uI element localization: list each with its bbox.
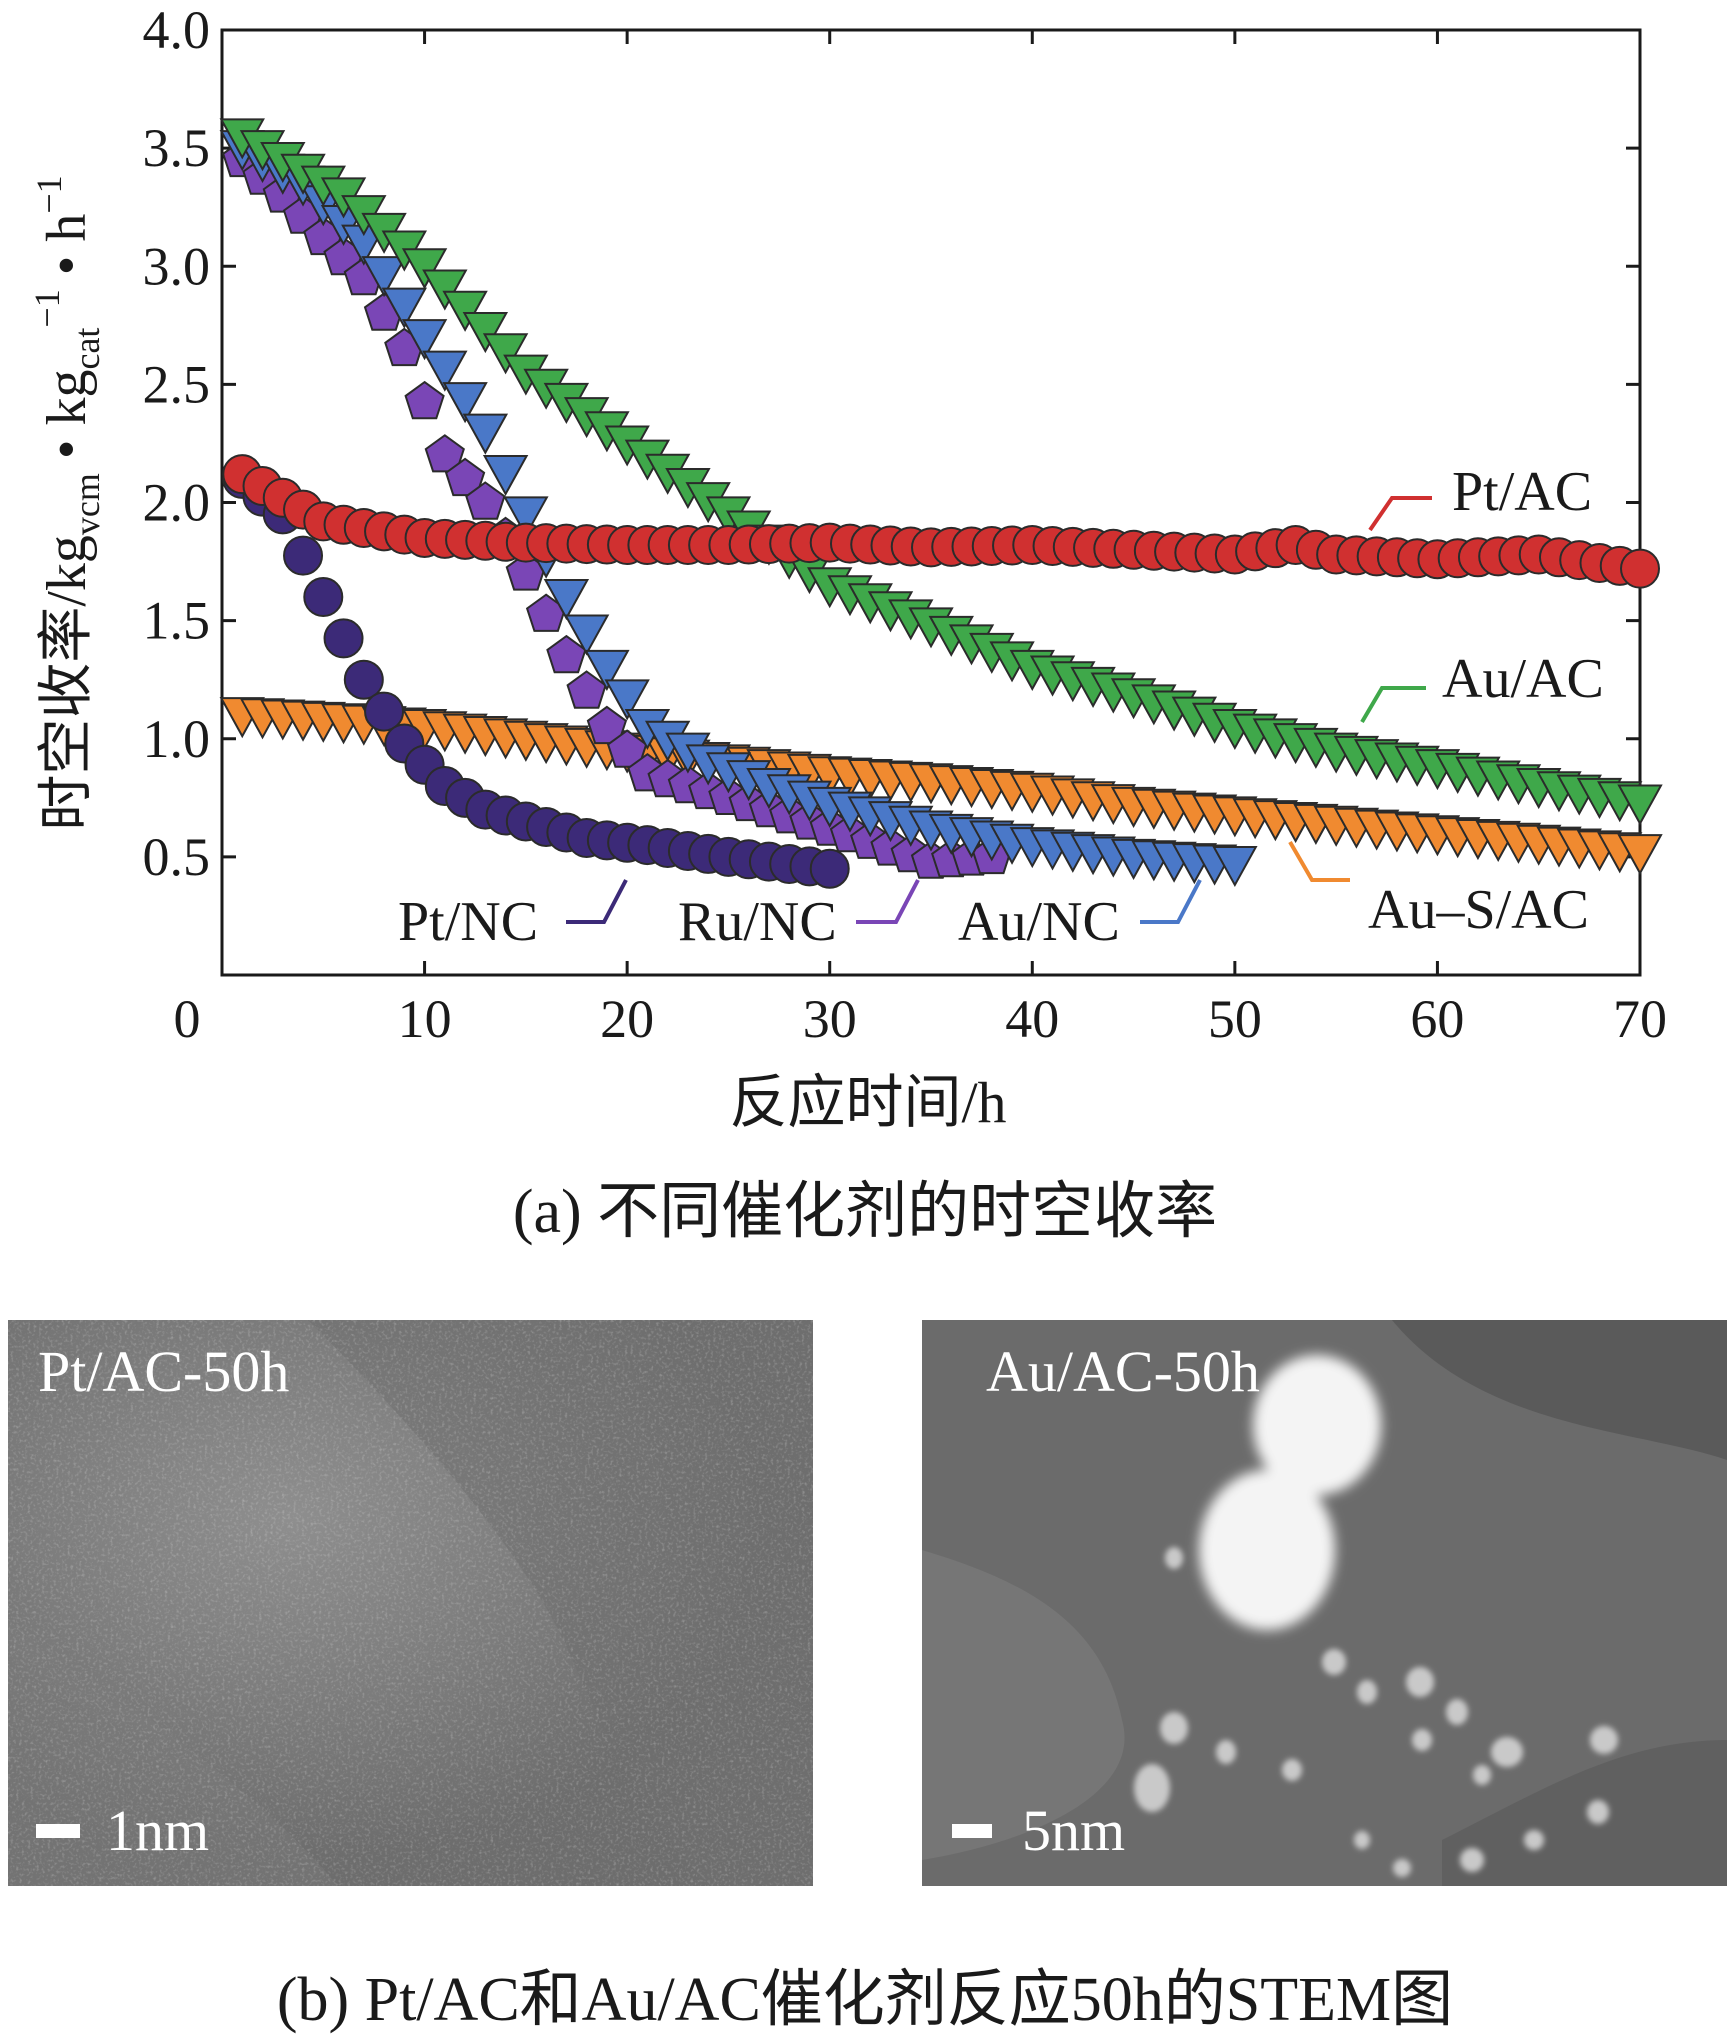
caption-a: (a) 不同催化剂的时空收率 (512, 1178, 1218, 1246)
marker-au-nc (503, 496, 549, 538)
x-tick-label: 70 (1613, 989, 1667, 1049)
marker-pt-nc (809, 848, 850, 889)
scale-bar-au (952, 1824, 992, 1838)
y-tick-label: 1.0 (143, 709, 211, 769)
y-axis-label-main: 时空收率/kg (36, 535, 98, 831)
marker-au-ac (401, 248, 448, 290)
annotation-leader-line (566, 879, 628, 924)
marker-au-nc (442, 382, 488, 424)
y-axis-label-sup-2: −1 (29, 175, 69, 213)
marker-pt-nc (364, 691, 405, 732)
x-tick-label: 40 (1005, 989, 1059, 1049)
x-tick-label: 60 (1410, 989, 1464, 1049)
caption-b: (b) Pt/AC和Au/AC催化剂反应50h的STEM图 (276, 1966, 1454, 2034)
marker-au-nc (381, 287, 428, 329)
marker-au-nc (422, 350, 468, 392)
stem-image-au (922, 1320, 1727, 1886)
marker-au-nc (604, 679, 650, 721)
y-tick-label: 3.0 (143, 236, 211, 296)
marker-pt-nc (303, 577, 344, 617)
label-au-ac: Au/AC (1442, 648, 1604, 710)
x-tick-label: 50 (1208, 989, 1262, 1049)
y-tick-label: 0.5 (143, 827, 211, 887)
marker-au-s-ac (1617, 834, 1663, 876)
stem-label-au: Au/AC-50h (986, 1339, 1260, 1404)
x-axis-ticks: 0 10 20 30 40 50 60 70 (174, 30, 1667, 1049)
marker-au-nc (563, 614, 610, 656)
y-axis-label-sup-1: −1 (27, 289, 67, 327)
annotation-leader-line (1360, 686, 1426, 724)
x-tick-label: 20 (600, 989, 654, 1049)
x-tick-label: 30 (803, 989, 857, 1049)
y-axis-label-sub-vcm: vcm (67, 473, 107, 535)
y-axis-label: 时空收率/kgvcm • kgcat−1 • h−1 (27, 175, 107, 830)
marker-au-nc (401, 319, 448, 361)
y-axis-label-h: • h (36, 214, 98, 290)
marker-ru-nc (546, 634, 587, 674)
marker-pt-nc (323, 618, 364, 659)
y-tick-label: 3.5 (143, 118, 211, 178)
scale-label-au: 5nm (1022, 1798, 1126, 1863)
marker-au-nc (462, 413, 509, 455)
annotation-leader-line (1368, 496, 1432, 532)
x-axis-label: 反应时间/h (729, 1070, 1006, 1135)
marker-au-nc (584, 649, 630, 691)
scale-label-pt: 1nm (106, 1798, 210, 1863)
annotation-leader-line (1288, 840, 1350, 882)
marker-pt-nc (283, 535, 324, 576)
chart-a: 0.5 1.0 1.5 2.0 2.5 3.0 3.5 4.0 0 10 20 30 40 50 60 70… (27, 0, 1667, 1135)
marker-ru-nc (404, 380, 445, 420)
marker-ru-nc (444, 457, 486, 497)
y-tick-label: 2.5 (143, 354, 211, 414)
annotation-leaders (566, 496, 1432, 924)
marker-ru-nc (606, 729, 648, 768)
marker-ru-nc (424, 434, 465, 473)
stem-image-pt (8, 1320, 813, 1886)
marker-au-nc (1212, 845, 1258, 888)
marker-au-ac (1617, 784, 1663, 826)
y-axis-ticks: 0.5 1.0 1.5 2.0 2.5 3.0 3.5 4.0 (143, 0, 1640, 887)
annotation-leader-line (1140, 879, 1202, 924)
marker-au-ac (482, 333, 529, 375)
marker-au-nc (482, 454, 529, 497)
label-au-nc: Au/NC (958, 891, 1120, 953)
marker-au-nc (361, 256, 407, 298)
marker-ru-nc (465, 481, 506, 520)
stem-label-pt: Pt/AC-50h (38, 1339, 290, 1404)
marker-au-nc (543, 579, 590, 621)
marker-au-ac (462, 312, 509, 354)
label-pt-nc: Pt/NC (398, 891, 538, 953)
y-tick-label: 2.0 (143, 473, 211, 533)
stem-panel-au: Au/AC-50h 5nm (922, 1320, 1727, 1886)
y-tick-label: 4.0 (143, 0, 211, 60)
x-tick-label: 10 (398, 989, 452, 1049)
marker-au-ac (422, 269, 468, 311)
marker-ru-nc (566, 670, 607, 709)
y-tick-label: 1.5 (143, 591, 211, 651)
scale-bar-pt (36, 1824, 80, 1838)
marker-pt-nc (343, 659, 384, 700)
y-axis-label-kg: • kg (36, 370, 98, 474)
marker-au-ac (442, 290, 488, 332)
y-axis-label-sub-cat: cat (67, 328, 107, 370)
x-tick-label: 0 (174, 989, 201, 1049)
annotation-leader-line (856, 879, 920, 924)
label-pt-ac: Pt/AC (1452, 461, 1592, 523)
label-ru-nc: Ru/NC (678, 891, 837, 953)
stem-panel-pt: Pt/AC-50h 1nm (8, 1320, 813, 1886)
series-labels: Pt/AC Au/AC Au–S/AC Pt/NC Ru/NC Au/NC (398, 461, 1604, 953)
marker-pt-ac (1620, 548, 1660, 589)
data-markers (219, 118, 1663, 889)
label-au-s-ac: Au–S/AC (1368, 879, 1589, 941)
marker-ru-nc (586, 705, 628, 745)
